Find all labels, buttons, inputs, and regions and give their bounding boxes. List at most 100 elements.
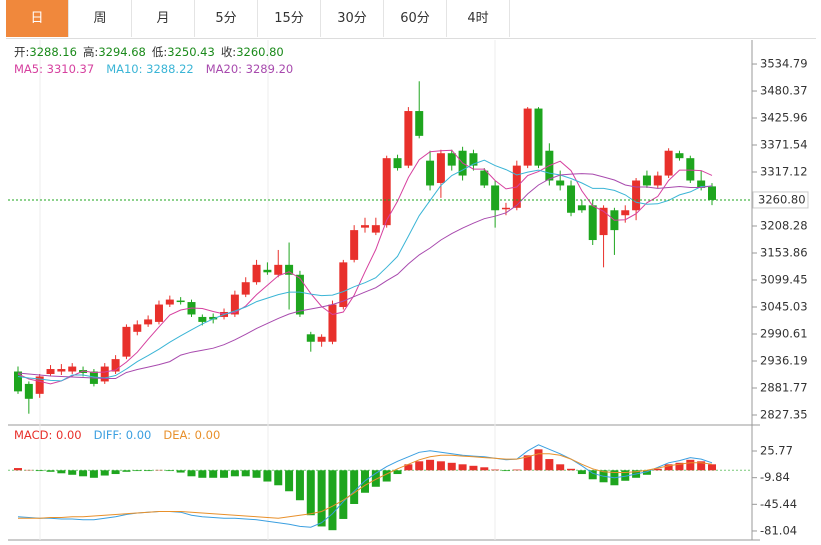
macd-bar (165, 470, 174, 472)
macd-bar (501, 470, 510, 472)
frame (8, 40, 760, 541)
macd-bar (545, 459, 554, 471)
macd-bar (708, 464, 716, 471)
macd-line (18, 453, 713, 519)
macd-bar (491, 469, 500, 471)
candle-body (306, 334, 315, 342)
candle-body (523, 108, 532, 166)
candle-body (469, 153, 478, 166)
macd-bar (426, 459, 435, 471)
candle-body (371, 225, 380, 233)
candle-body (241, 282, 250, 295)
candle-body (491, 185, 500, 211)
legend-entry: DEA: 0.00 (163, 428, 220, 442)
macd-bar (567, 468, 576, 471)
y-tick-label: 2881.77 (760, 381, 808, 395)
macd-bar (122, 470, 131, 472)
y-tick-label: 3480.37 (760, 84, 808, 98)
macd-bar (588, 470, 597, 480)
macd-bar (686, 459, 695, 471)
info-value: 3250.43 (167, 45, 215, 59)
macd-bar (68, 470, 77, 475)
candle-body (556, 180, 565, 186)
macd-bar (187, 470, 196, 477)
candle-body (447, 153, 456, 166)
macd-bar (220, 470, 229, 478)
macd-bar (447, 462, 456, 471)
candle-body (697, 180, 706, 188)
macd-bar (295, 470, 304, 501)
y-tick-label: 2936.19 (760, 354, 808, 368)
period-tab[interactable]: 日 (6, 0, 69, 37)
info-value: 3260.80 (236, 45, 284, 59)
period-tab[interactable]: 月 (132, 0, 195, 37)
candle-body (198, 316, 207, 322)
candle-body (577, 205, 586, 211)
candle-body (436, 153, 445, 183)
legend-entry: MA10: 3288.22 (106, 62, 194, 76)
candle-body (632, 180, 641, 211)
macd-bar (317, 470, 326, 527)
period-tab[interactable]: 30分 (321, 0, 384, 37)
candle-body (46, 369, 55, 374)
macd-bar (285, 470, 294, 492)
ma-legend: MA5: 3310.37 MA10: 3288.22 MA20: 3289.20 (14, 62, 293, 76)
macd-bar (350, 470, 359, 504)
candle-body (317, 336, 326, 342)
period-tab[interactable]: 4时 (447, 0, 510, 37)
macd-bar (57, 470, 66, 474)
y-tick-label: 3153.86 (760, 246, 808, 260)
macd-bar (89, 470, 98, 478)
info-value: 3294.68 (98, 45, 146, 59)
macd-bar (382, 470, 391, 482)
ohlc-info: 开:3288.16 高:3294.68 低:3250.43 收:3260.80 (14, 45, 284, 59)
candle-body (100, 366, 109, 382)
candle-body (664, 150, 673, 176)
macd-bar (512, 469, 521, 471)
macd-bar (209, 470, 218, 478)
candle-body (328, 304, 337, 342)
macd-bar (100, 470, 109, 476)
macd-bar (274, 470, 283, 486)
y-tick-label: 3317.12 (760, 165, 808, 179)
macd-bar (664, 464, 673, 471)
legend-entry: MA5: 3310.37 (14, 62, 94, 76)
macd-bar (371, 470, 380, 487)
y-tick-label: 2990.61 (760, 327, 808, 341)
candle-body (708, 186, 716, 200)
y-tick-label: -45.44 (760, 497, 797, 511)
macd-bar (328, 470, 337, 531)
ma-line (17, 173, 713, 379)
macd-bar (556, 464, 565, 471)
candle-body (24, 383, 33, 399)
macd-bar (675, 462, 684, 471)
period-tab[interactable]: 15分 (258, 0, 321, 37)
info-label: 低: (152, 45, 167, 59)
candle-body (426, 160, 435, 186)
macd-bar (642, 470, 651, 475)
y-tick-label: 3371.54 (760, 138, 808, 152)
candle-body (675, 153, 684, 159)
last-price-label: 3260.80 (758, 192, 806, 206)
period-tab[interactable]: 5分 (195, 0, 258, 37)
period-tab[interactable]: 60分 (384, 0, 447, 37)
candle-body (252, 264, 261, 283)
candle-body (588, 205, 597, 241)
candle-body (393, 158, 402, 169)
candle-body (263, 269, 272, 273)
ma-line (17, 149, 713, 385)
macd-bar (458, 464, 467, 471)
candle-body (111, 359, 120, 372)
candle-body (361, 225, 369, 228)
macd-bar (697, 461, 706, 471)
macd-legend: MACD: 0.00 DIFF: 0.00 DEA: 0.00 (14, 428, 220, 442)
macd-bar (111, 470, 120, 475)
y-tick-label: 25.77 (760, 444, 793, 458)
candle-body (68, 366, 77, 372)
period-tab[interactable]: 周 (69, 0, 132, 37)
macd-bar (176, 470, 185, 473)
candle-body (35, 376, 44, 394)
macd-bar (198, 470, 207, 478)
ma-line (17, 159, 713, 382)
